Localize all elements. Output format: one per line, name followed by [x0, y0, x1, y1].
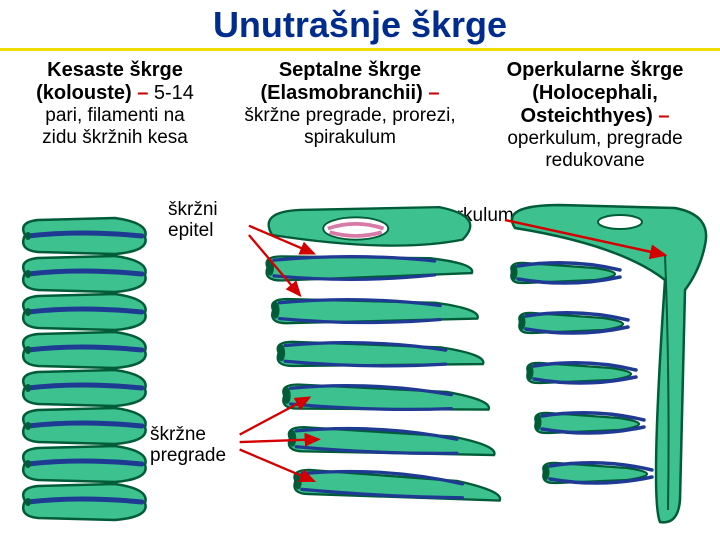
- col2-group: (Elasmobranchii): [261, 82, 423, 104]
- diagram-septalne: [235, 190, 495, 540]
- col2-sub2: spirakulum: [220, 127, 480, 149]
- col-kesaste: Kesaste škrge (kolouste) – 5-14 pari, fi…: [10, 59, 220, 172]
- col3-dash: –: [653, 105, 670, 127]
- col3-line3: Osteichthyes) –: [480, 105, 710, 128]
- col1-extra: 5-14: [154, 82, 194, 104]
- col3-heading: Operkularne škrge: [480, 59, 710, 82]
- col3-sub2: redukovane: [480, 150, 710, 172]
- col2-dash: –: [423, 82, 440, 104]
- col1-sub2: zidu škržnih kesa: [10, 127, 220, 149]
- col1-heading: Kesaste škrge: [10, 59, 220, 82]
- diagram-operkularne: [500, 200, 715, 535]
- col-operkularne: Operkularne škrge (Holocephali, Osteicht…: [480, 59, 710, 172]
- col1-line2: (kolouste) – 5-14: [10, 82, 220, 105]
- col-septalne: Septalne škrge (Elasmobranchii) – škržne…: [220, 59, 480, 172]
- col3-group: (Holocephali,: [532, 82, 658, 104]
- col1-group: (kolouste): [36, 82, 132, 104]
- col3-line2: (Holocephali,: [480, 82, 710, 105]
- columns-row: Kesaste škrge (kolouste) – 5-14 pari, fi…: [0, 59, 720, 172]
- col2-heading: Septalne škrge: [220, 59, 480, 82]
- page-title: Unutrašnje škrge: [0, 0, 720, 48]
- title-underline: [0, 48, 720, 51]
- col3-sub1: operkulum, pregrade: [480, 128, 710, 150]
- diagram-kesaste: [20, 210, 180, 530]
- col2-sub1: škržne pregrade, prorezi,: [220, 105, 480, 127]
- col3-group2: Osteichthyes): [521, 105, 653, 127]
- col1-sub1: pari, filamenti na: [10, 105, 220, 127]
- col2-line2: (Elasmobranchii) –: [220, 82, 480, 105]
- col1-dash: –: [132, 82, 154, 104]
